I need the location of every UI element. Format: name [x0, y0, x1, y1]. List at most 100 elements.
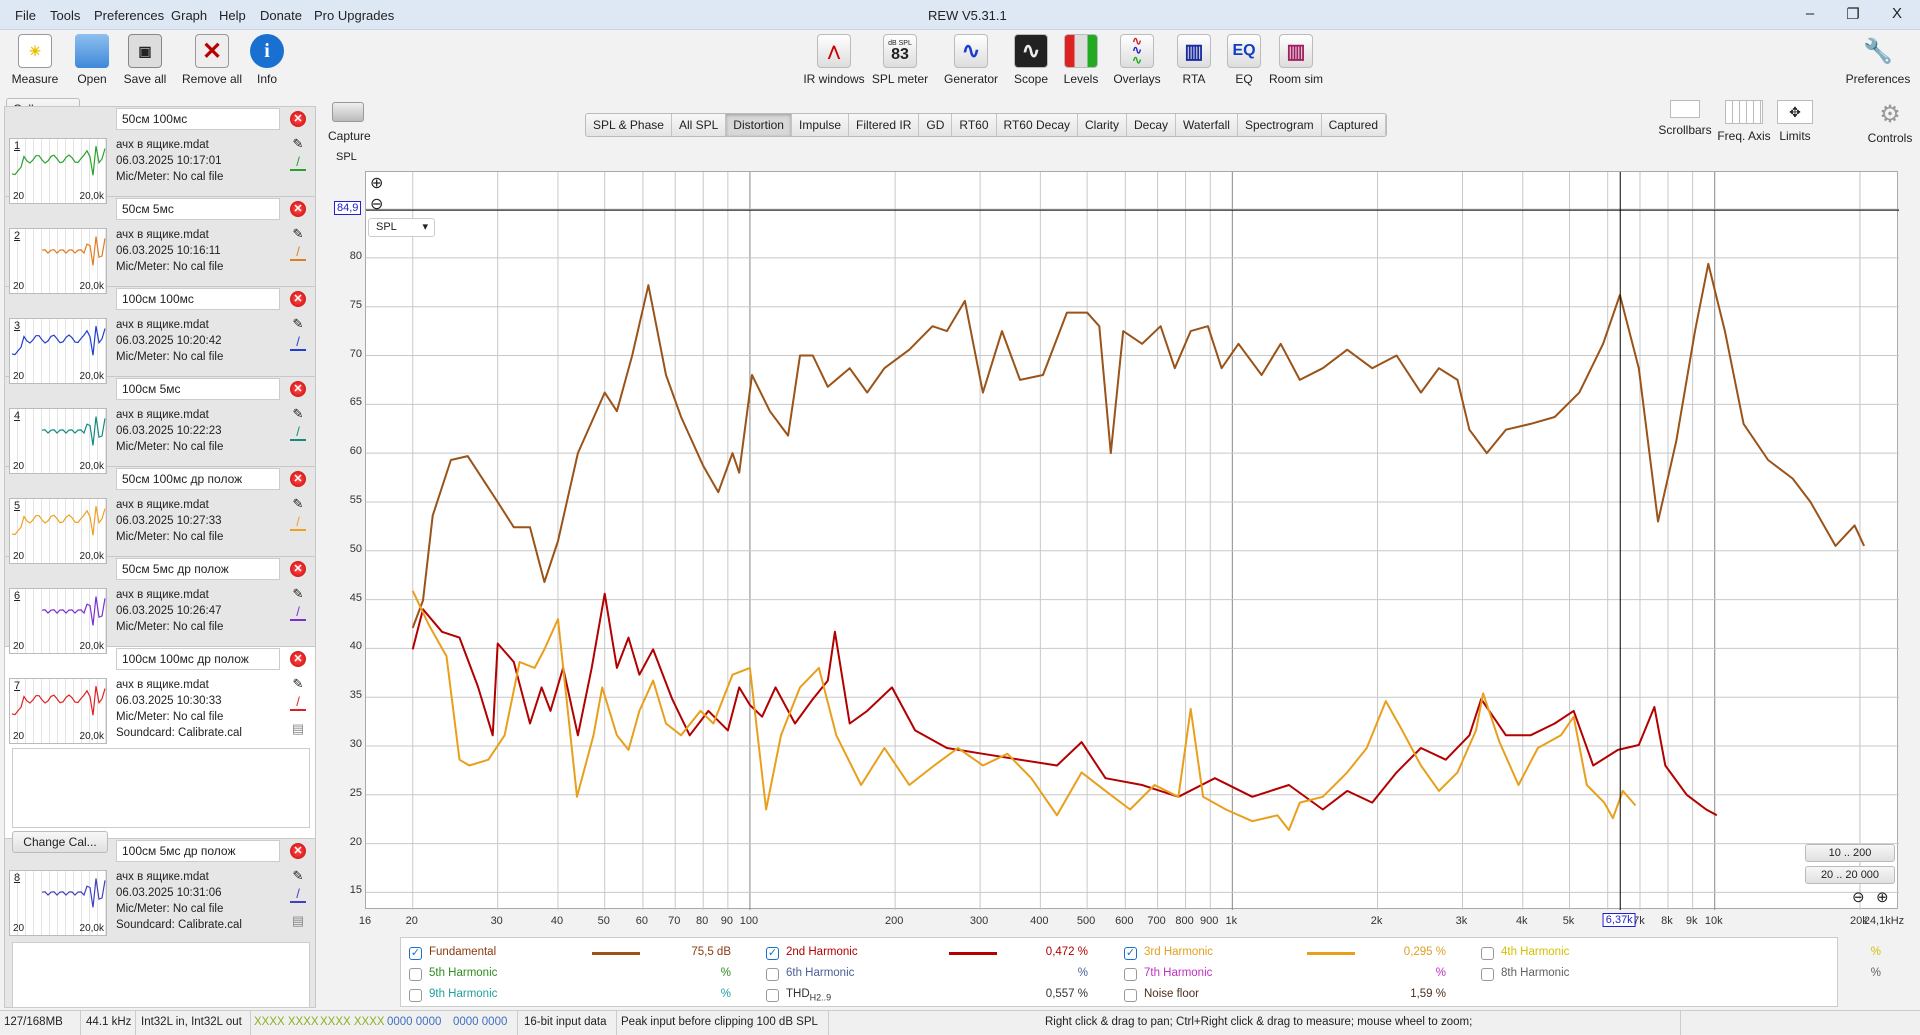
menu-preferences[interactable]: Preferences	[94, 8, 165, 23]
menu-graph[interactable]: Graph	[171, 8, 208, 23]
trace-color-icon[interactable]: /	[290, 154, 306, 171]
tab-impulse[interactable]: Impulse	[792, 114, 850, 136]
eq-button[interactable]: EQ EQ	[1209, 34, 1279, 86]
preferences-button[interactable]: 🔧 Preferences	[1842, 34, 1914, 87]
tab-rt60[interactable]: RT60	[952, 114, 997, 136]
remove-measurement-icon[interactable]: ✕	[290, 201, 306, 217]
range-20-20000-button[interactable]: 20 .. 20 000	[1805, 866, 1895, 884]
save-measurement-icon[interactable]: ✎	[292, 316, 304, 331]
measurement-thumbnail[interactable]: 5 20 20,0k	[9, 498, 107, 564]
minimize-button[interactable]: –	[1805, 5, 1815, 22]
measurement-thumbnail[interactable]: 7 20 20,0k	[9, 678, 107, 744]
zoom-in-icon[interactable]: ⊕	[370, 175, 384, 192]
remove-measurement-icon[interactable]: ✕	[290, 111, 306, 127]
remove-measurement-icon[interactable]: ✕	[290, 471, 306, 487]
remove-measurement-icon[interactable]: ✕	[290, 381, 306, 397]
menu-file[interactable]: File	[15, 8, 36, 23]
measurement-thumbnail[interactable]: 3 20 20,0k	[9, 318, 107, 384]
legend-checkbox[interactable]: ✓	[409, 947, 422, 960]
legend-checkbox[interactable]	[766, 968, 779, 981]
measurement-name-input[interactable]: 100см 5мс др полож	[116, 840, 280, 862]
save-measurement-icon[interactable]: ✎	[292, 868, 304, 883]
legend-checkbox[interactable]	[1481, 947, 1494, 960]
tab-filtered-ir[interactable]: Filtered IR	[849, 114, 920, 136]
save-measurement-icon[interactable]: ✎	[292, 586, 304, 601]
controls-button[interactable]: ⚙ Controls	[1860, 100, 1920, 145]
remove-measurement-icon[interactable]: ✕	[290, 843, 306, 859]
tab-waterfall[interactable]: Waterfall	[1176, 114, 1238, 136]
trace-color-icon[interactable]: /	[290, 886, 306, 903]
legend-checkbox[interactable]	[1124, 989, 1137, 1002]
change-cal-button[interactable]: Change Cal...	[12, 831, 108, 853]
rta-button[interactable]: ▥ RTA	[1159, 34, 1229, 86]
ir-windows-button[interactable]: ⋀ IR windows	[799, 34, 869, 86]
freq-axis-button[interactable]: Freq. Axis	[1714, 100, 1774, 143]
restore-button[interactable]: ❐	[1846, 6, 1860, 23]
measurement-name-input[interactable]: 50см 5мс	[116, 198, 280, 220]
save-measurement-icon[interactable]: ✎	[292, 496, 304, 511]
scrollbars-button[interactable]: Scrollbars	[1655, 100, 1715, 137]
capture-label[interactable]: Capture	[328, 129, 371, 143]
measurement-thumbnail[interactable]: 6 20 20,0k	[9, 588, 107, 654]
tab-spl-phase[interactable]: SPL & Phase	[586, 114, 672, 136]
legend-checkbox[interactable]	[766, 989, 779, 1002]
measurement-thumbnail[interactable]: 8 20 20,0k	[9, 870, 107, 936]
zoom-out-x-icon[interactable]: ⊖	[1852, 889, 1865, 906]
overlays-button[interactable]: ∿ ∿ ∿ Overlays	[1102, 34, 1172, 86]
legend-checkbox[interactable]: ✓	[1124, 947, 1137, 960]
menu-donate[interactable]: Donate	[260, 8, 302, 23]
trace-color-icon[interactable]: /	[290, 424, 306, 441]
tab-all-spl[interactable]: All SPL	[672, 114, 727, 136]
remove-measurement-icon[interactable]: ✕	[290, 291, 306, 307]
scope-button[interactable]: ∿ Scope	[996, 34, 1066, 86]
document-icon[interactable]: ▤	[291, 721, 305, 736]
save-measurement-icon[interactable]: ✎	[292, 226, 304, 241]
close-button[interactable]: X	[1891, 5, 1902, 22]
menu-pro-upgrades[interactable]: Pro Upgrades	[314, 8, 395, 23]
zoom-out-icon[interactable]: ⊖	[370, 196, 384, 213]
menu-tools[interactable]: Tools	[50, 8, 81, 23]
tab-gd[interactable]: GD	[919, 114, 953, 136]
legend-checkbox[interactable]	[409, 989, 422, 1002]
trace-color-icon[interactable]: /	[290, 604, 306, 621]
tab-distortion[interactable]: Distortion	[726, 114, 792, 136]
open-button[interactable]: Open	[57, 34, 127, 86]
trace-color-icon[interactable]: /	[290, 244, 306, 261]
generator-button[interactable]: ∿ Generator	[936, 34, 1006, 86]
measure-button[interactable]: ☀ Measure	[0, 34, 70, 86]
legend-checkbox[interactable]: ✓	[766, 947, 779, 960]
tab-decay[interactable]: Decay	[1127, 114, 1177, 136]
save-measurement-icon[interactable]: ✎	[292, 406, 304, 421]
tab-clarity[interactable]: Clarity	[1078, 114, 1128, 136]
measurement-thumbnail[interactable]: 2 20 20,0k	[9, 228, 107, 294]
trace-color-icon[interactable]: /	[290, 694, 306, 711]
menu-help[interactable]: Help	[219, 8, 246, 23]
range-10-200-button[interactable]: 10 .. 200	[1805, 844, 1895, 862]
measurement-name-input[interactable]: 50см 100мс	[116, 108, 280, 130]
notes-area[interactable]	[12, 942, 310, 1008]
tab-spectrogram[interactable]: Spectrogram	[1238, 114, 1322, 136]
levels-button[interactable]: Levels	[1046, 34, 1116, 86]
legend-checkbox[interactable]	[1124, 968, 1137, 981]
document-icon[interactable]: ▤	[291, 913, 305, 928]
camera-icon[interactable]	[332, 102, 364, 122]
trace-color-icon[interactable]: /	[290, 334, 306, 351]
remove-all-button[interactable]: ✕ Remove all	[177, 34, 247, 86]
room-sim-button[interactable]: ▥ Room sim	[1261, 34, 1331, 86]
save-measurement-icon[interactable]: ✎	[292, 676, 304, 691]
measurement-name-input[interactable]: 100см 5мс	[116, 378, 280, 400]
measurement-name-input[interactable]: 100см 100мс	[116, 288, 280, 310]
distortion-graph[interactable]	[365, 171, 1899, 910]
tab-rt60-decay[interactable]: RT60 Decay	[997, 114, 1078, 136]
save-all-button[interactable]: ▣ Save all	[110, 34, 180, 86]
measurement-name-input[interactable]: 50см 100мс др полож	[116, 468, 280, 490]
legend-checkbox[interactable]	[409, 968, 422, 981]
measurement-thumbnail[interactable]: 4 20 20,0k	[9, 408, 107, 474]
measurement-thumbnail[interactable]: 1 20 20,0k	[9, 138, 107, 204]
measurement-name-input[interactable]: 50см 5мс др полож	[116, 558, 280, 580]
limits-button[interactable]: ✥ Limits	[1775, 100, 1815, 143]
tab-captured[interactable]: Captured	[1322, 114, 1387, 136]
zoom-in-x-icon[interactable]: ⊕	[1876, 889, 1889, 906]
remove-measurement-icon[interactable]: ✕	[290, 561, 306, 577]
axis-select-dropdown[interactable]: SPL ▾	[368, 218, 435, 237]
